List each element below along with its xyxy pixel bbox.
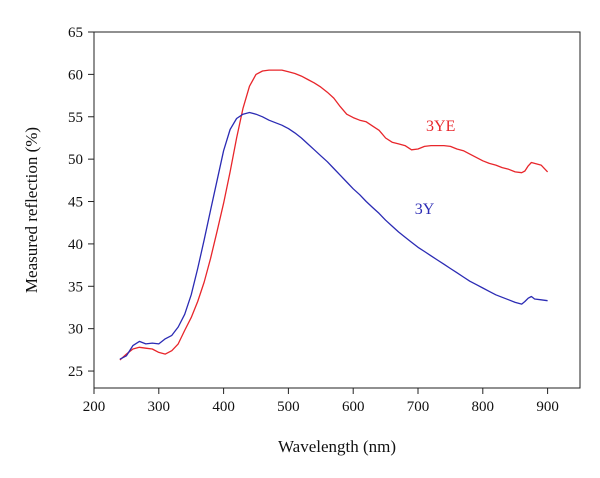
- y-axis-title: Measured reflection (%): [22, 127, 41, 293]
- x-tick-label: 800: [472, 399, 495, 415]
- y-tick-label: 55: [68, 110, 83, 126]
- x-tick-label: 300: [148, 399, 171, 415]
- y-tick-label: 65: [68, 25, 83, 41]
- x-axis-title: Wavelength (nm): [278, 437, 396, 456]
- x-tick-label: 200: [83, 399, 106, 415]
- y-tick-label: 60: [68, 67, 83, 83]
- x-tick-label: 600: [342, 399, 365, 415]
- plot-frame: [93, 31, 581, 389]
- y-tick-label: 45: [68, 195, 83, 211]
- series-label-3y: 3Y: [415, 201, 435, 218]
- x-tick-label: 700: [407, 399, 430, 415]
- y-tick-label: 25: [68, 364, 83, 380]
- series-label-3ye: 3YE: [426, 118, 455, 135]
- x-tick-label: 500: [277, 399, 300, 415]
- y-tick-label: 30: [68, 322, 83, 338]
- y-tick-label: 50: [68, 152, 83, 168]
- y-tick-label: 40: [68, 237, 83, 253]
- y-tick-label: 35: [68, 279, 83, 295]
- x-tick-label: 400: [212, 399, 235, 415]
- x-axis: 200 300 400 500 600 700 800 900: [83, 388, 559, 415]
- y-axis: 25 30 35 40 45 50 55 60 65: [68, 25, 94, 380]
- x-tick-label: 900: [536, 399, 559, 415]
- series-line-3y: [119, 111, 548, 360]
- series-line-3ye: [119, 69, 549, 361]
- series-layer: 3YE 3Y: [119, 69, 549, 361]
